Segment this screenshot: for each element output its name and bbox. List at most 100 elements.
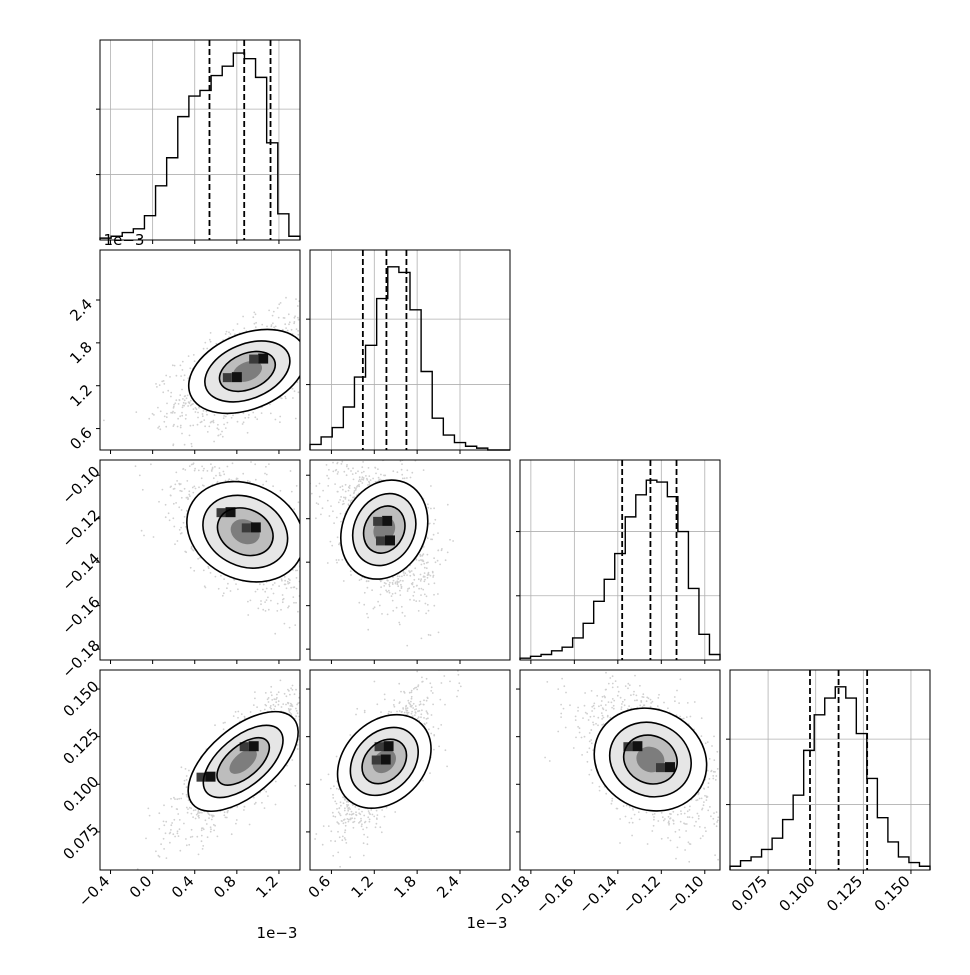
x-tick-label: 0.4	[168, 872, 198, 902]
density-peak-cell	[248, 741, 259, 752]
density-peak-cell	[225, 507, 236, 518]
histogram-panel-3	[726, 669, 931, 874]
density-content	[134, 460, 300, 635]
y-offset-label-row1: 1e−3	[104, 231, 145, 249]
density-cell	[239, 742, 249, 752]
density-peak-cell	[665, 762, 675, 773]
panel-frame	[309, 669, 511, 871]
density-cell	[216, 508, 226, 518]
contour-line-0	[187, 328, 300, 415]
density-cell	[196, 772, 206, 782]
density-peak-cell	[382, 515, 393, 526]
contour-line-2	[216, 507, 274, 557]
density-panel-1-3	[306, 669, 511, 874]
density-cell	[249, 354, 259, 364]
x-tick-label: 0.8	[210, 872, 240, 902]
contour-line-1	[349, 726, 419, 797]
density-cell	[623, 742, 633, 752]
x-tick-label: 0.075	[728, 872, 771, 915]
panel-frame	[309, 249, 511, 451]
histogram-panel-2	[516, 459, 721, 664]
x-tick-label: −0.12	[619, 872, 664, 917]
panel-frame	[519, 669, 721, 871]
x-tick-label: −0.16	[532, 872, 577, 917]
panels-layer: −0.4 0.0 0.4 0.8 1.2 0.6 1.2 1.8 2.4 −0.18−0.16−0…	[58, 39, 931, 917]
contour-line-1	[202, 724, 284, 799]
x-tick-label: −0.10	[662, 872, 707, 917]
panel-background	[730, 670, 930, 870]
contour-line-0	[593, 707, 708, 812]
density-cell	[656, 763, 665, 773]
x-tick-label: −0.14	[575, 872, 620, 917]
histogram-panel-0	[96, 39, 301, 244]
contour-line-2	[216, 736, 271, 786]
x-offset-label-col0: 1e−3	[257, 924, 298, 942]
panel-frame	[99, 249, 301, 451]
density-panel-0-2	[96, 459, 301, 664]
contour-line-2	[362, 505, 406, 554]
density-content	[544, 670, 720, 863]
density-cell	[376, 536, 385, 546]
density-peak-cell	[250, 522, 261, 533]
panel-frame	[519, 459, 721, 661]
density-cell	[374, 742, 384, 752]
y-tick-label: 1.2	[66, 381, 96, 411]
contour-line-2	[218, 350, 277, 393]
y-tick-label: −0.14	[58, 549, 103, 594]
y-tick-label: 0.150	[60, 677, 103, 720]
density-cell	[373, 516, 383, 526]
density-cell	[371, 755, 381, 765]
density-peak-cell	[205, 771, 216, 782]
x-tick-label: −0.18	[488, 872, 533, 917]
density-panel-0-3	[96, 669, 301, 874]
x-tick-label: 0.150	[871, 872, 914, 915]
contour-line-1	[608, 721, 692, 798]
panel-background	[520, 460, 720, 660]
x-tick-label: 2.4	[433, 872, 463, 902]
contour-line-2	[622, 734, 678, 785]
panel-frame	[99, 459, 301, 661]
panel-frame	[729, 669, 931, 871]
contour-line-0	[187, 710, 299, 813]
density-panel-1-2	[306, 459, 511, 664]
density-content	[103, 296, 300, 448]
x-tick-label: 1.8	[390, 872, 420, 902]
x-tick-label: 0.6	[305, 872, 335, 902]
histogram-step-line	[309, 266, 510, 451]
x-tick-label: 0.125	[823, 872, 866, 915]
x-tick-label: −0.4	[75, 872, 113, 910]
x-offset-label-col1: 1e−3	[467, 914, 508, 932]
density-peak-cell	[231, 372, 242, 383]
y-tick-label: 0.075	[60, 820, 103, 863]
density-content	[314, 670, 462, 868]
x-tick-label: 0.0	[126, 872, 156, 902]
density-peak-cell	[385, 535, 395, 546]
y-tick-label: −0.16	[58, 593, 103, 638]
x-tick-label: 1.2	[348, 872, 378, 902]
density-panel-0-1	[96, 249, 301, 454]
contour-line-1	[351, 492, 417, 567]
contour-line-1	[204, 340, 291, 403]
density-content	[136, 679, 300, 870]
x-tick-label: 1.2	[252, 872, 282, 902]
density-cell	[222, 373, 232, 383]
panel-frame	[99, 39, 301, 241]
y-tick-label: 0.100	[60, 773, 103, 816]
histogram-step-line	[729, 686, 931, 870]
y-tick-label: 2.4	[66, 295, 96, 325]
density-peak-cell	[632, 741, 643, 752]
density-panel-2-3	[516, 669, 721, 874]
y-tick-label: −0.10	[58, 463, 103, 508]
histogram-step-line	[519, 479, 721, 660]
panel-frame	[99, 669, 301, 871]
y-tick-label: 0.6	[66, 424, 96, 454]
density-peak-cell	[383, 741, 394, 752]
y-tick-label: 1.8	[66, 338, 96, 368]
y-tick-label: 0.125	[60, 725, 103, 768]
panel-frame	[309, 459, 511, 661]
x-tick-label: 0.100	[775, 872, 818, 915]
density-content	[310, 460, 455, 647]
density-cell	[241, 523, 251, 533]
contour-line-2	[361, 738, 408, 785]
